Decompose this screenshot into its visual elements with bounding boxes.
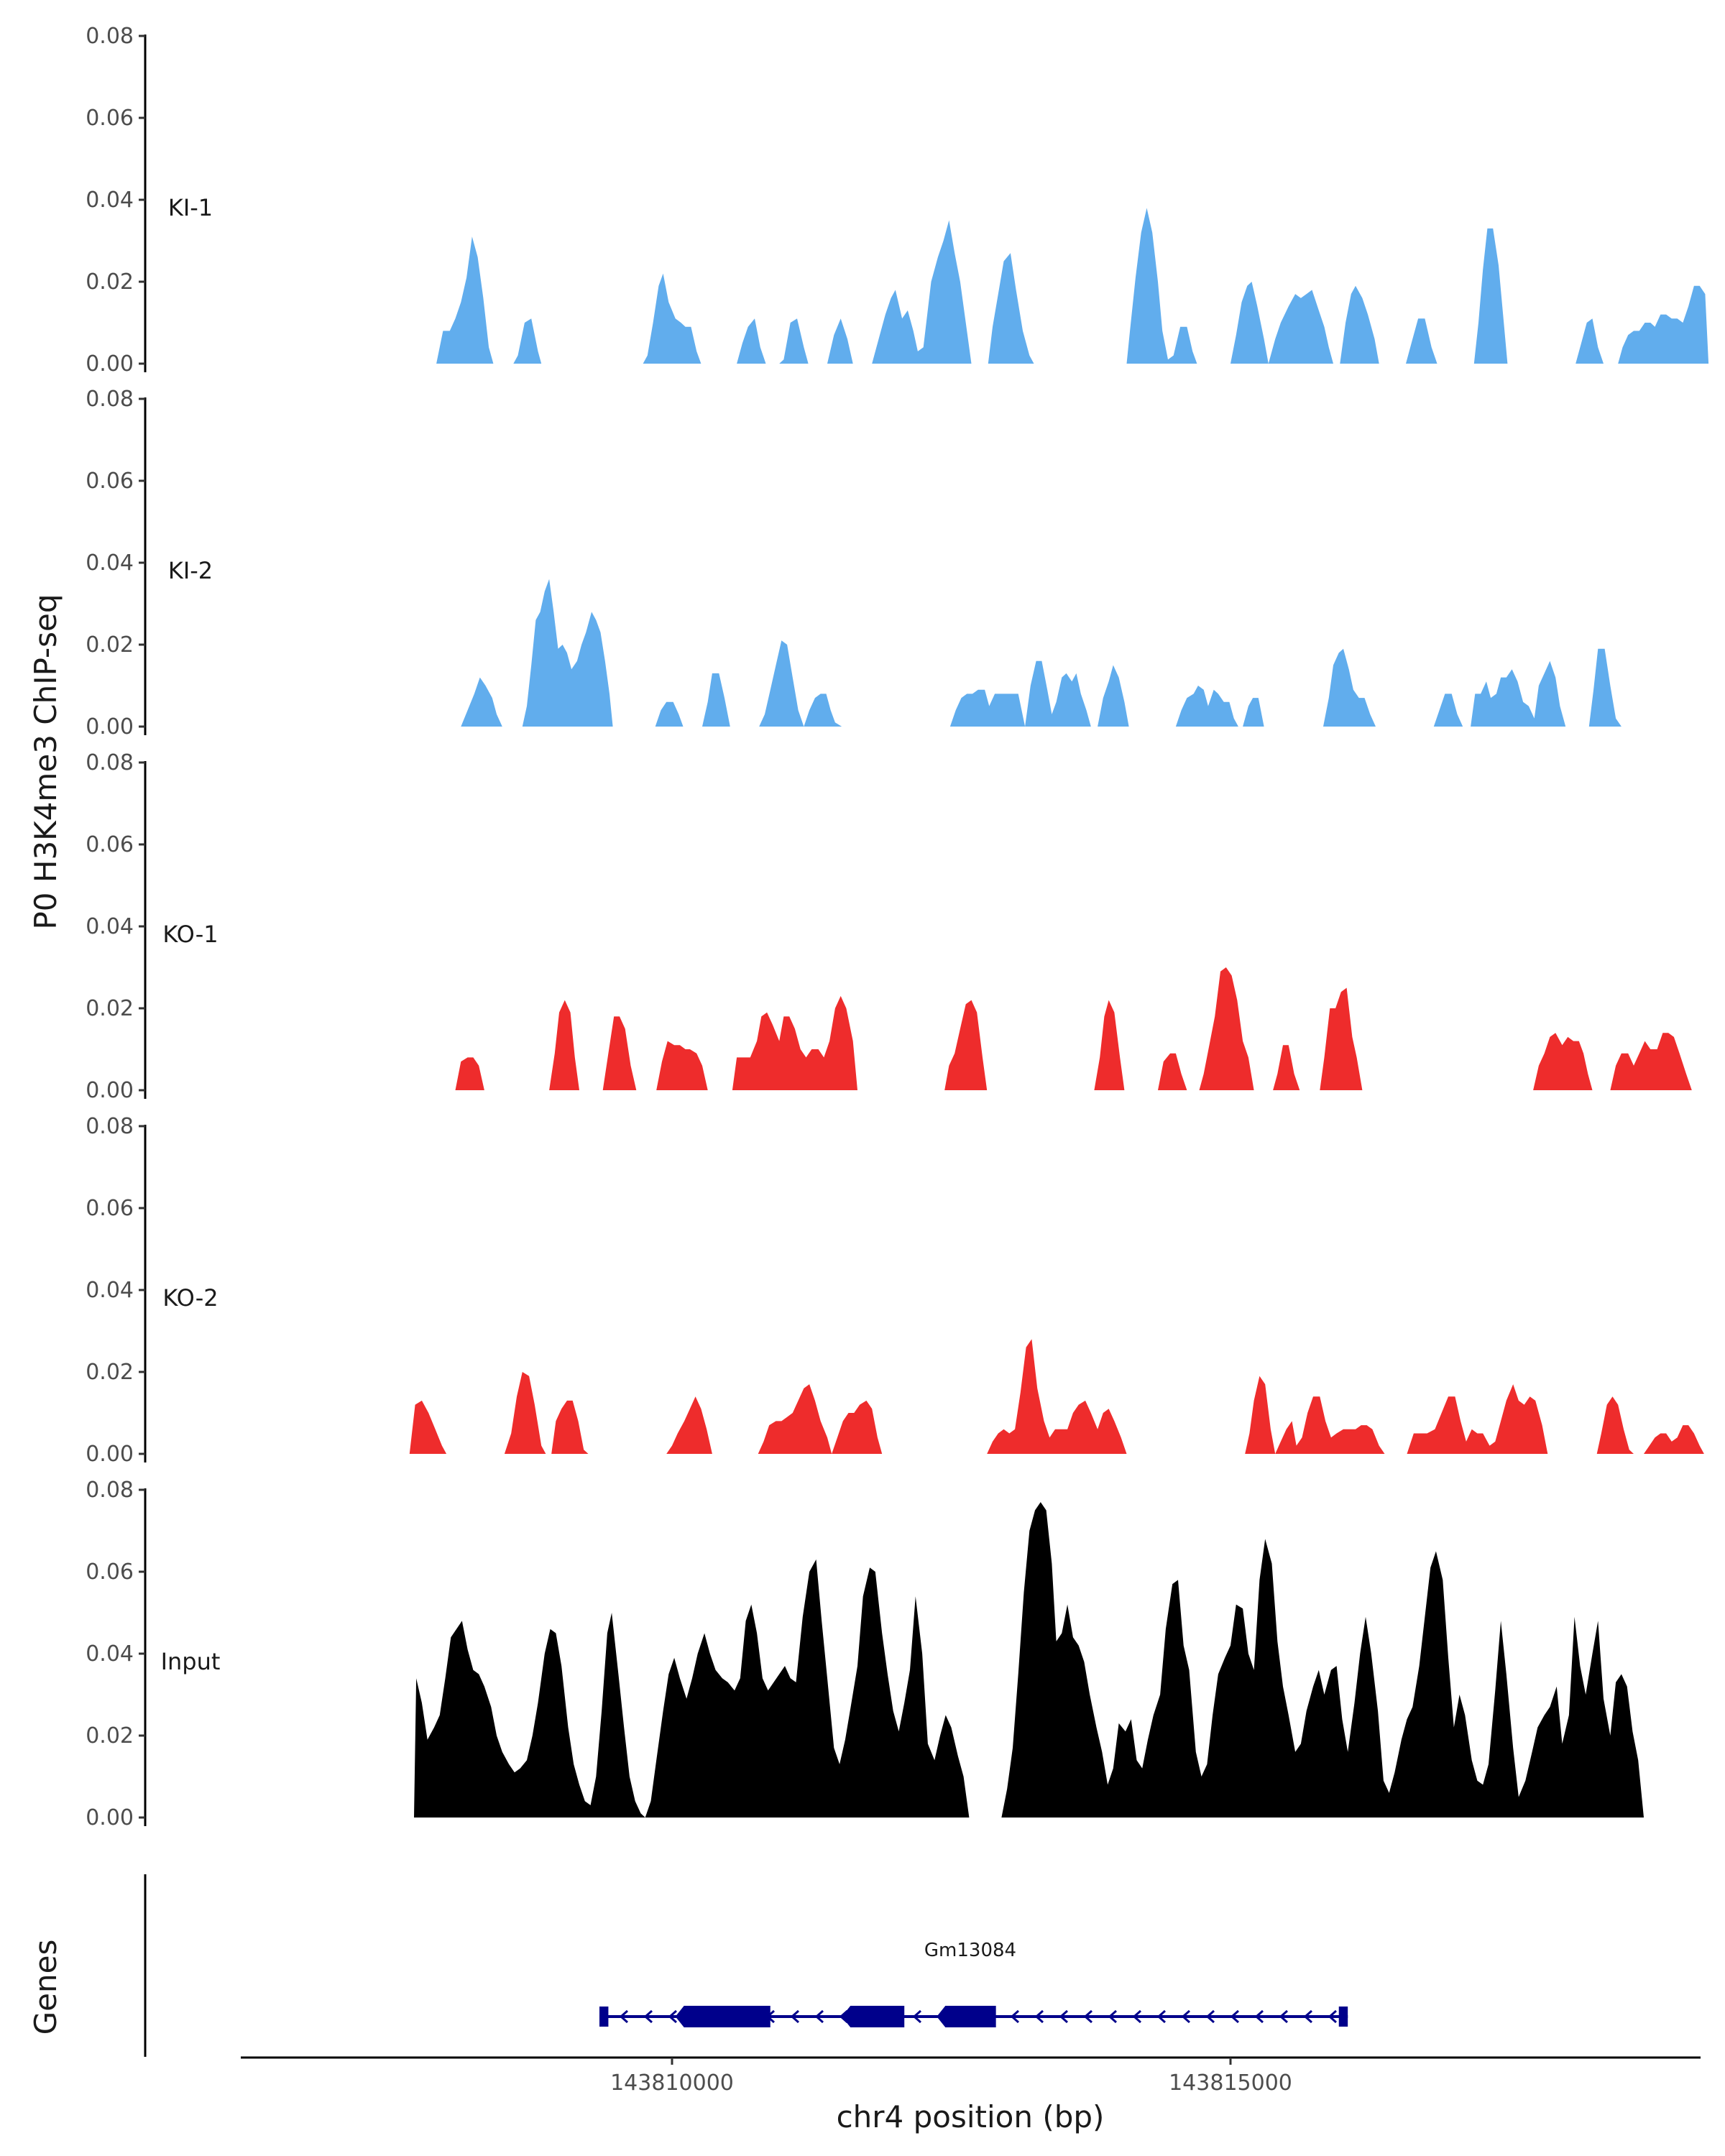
track-label: Input (161, 1648, 221, 1675)
strand-arrow-icon (1254, 2009, 1264, 2024)
strand-arrow-icon (1132, 2009, 1141, 2024)
y-tick-label: 0.08 (86, 750, 134, 775)
strand-arrow-icon (1010, 2009, 1019, 2024)
y-tick-label: 0.06 (86, 106, 134, 131)
gene-exon (675, 2006, 770, 2027)
y-tick-label: 0.00 (86, 1078, 134, 1103)
strand-arrow-icon (1156, 2009, 1166, 2024)
y-tick-label: 0.02 (86, 1723, 134, 1749)
coverage-area-ki-1 (436, 208, 1709, 364)
gene-utr (599, 2007, 609, 2027)
strand-arrow-icon (619, 2009, 628, 2024)
track-ki-2: 0.00 0.02 0.04 0.06 0.08 KI-2 (86, 387, 1622, 740)
y-tick-label: 0.04 (86, 550, 134, 576)
strand-arrow-icon (1108, 2009, 1117, 2024)
y-axis-title: P0 H3K4me3 ChIP-seq (28, 594, 63, 929)
x-tick-label: 143810000 (610, 2070, 734, 2096)
gene-exon (937, 2006, 996, 2027)
strand-arrow-icon (668, 2009, 677, 2024)
y-tick-label: 0.00 (86, 351, 134, 377)
y-tick-label: 0.02 (86, 632, 134, 658)
y-tick-label: 0.08 (86, 1478, 134, 1503)
strand-arrow-icon (1205, 2009, 1215, 2024)
coverage-area-ko-2 (409, 1339, 1704, 1454)
y-tick-label: 0.06 (86, 832, 134, 857)
gene-utr (1338, 2007, 1348, 2027)
y-tick-label: 0.00 (86, 1805, 134, 1830)
gene-name-label: Gm13084 (924, 1940, 1016, 1961)
strand-arrow-icon (643, 2009, 653, 2024)
y-tick-label: 0.02 (86, 996, 134, 1021)
strand-arrow-icon (912, 2009, 921, 2024)
y-tick-label: 0.04 (86, 188, 134, 213)
strand-arrow-icon (790, 2009, 799, 2024)
gene-exon (842, 2006, 905, 2027)
track-ko-1: 0.00 0.02 0.04 0.06 0.08 KO-1 (86, 750, 1692, 1103)
y-tick-label: 0.02 (86, 1360, 134, 1385)
x-axis-title: chr4 position (bp) (837, 2099, 1105, 2134)
track-input: 0.00 0.02 0.04 0.06 0.08 Input (86, 1478, 1644, 1830)
y-tick-label: 0.06 (86, 469, 134, 494)
y-tick-label: 0.02 (86, 270, 134, 295)
strand-arrow-icon (814, 2009, 824, 2024)
y-tick-label: 0.06 (86, 1196, 134, 1221)
x-axis: 143810000 143815000 (241, 2056, 1701, 2096)
genes-axis-title: Genes (28, 1940, 63, 2035)
y-tick-label: 0.08 (86, 387, 134, 412)
strand-arrow-icon (1181, 2009, 1190, 2024)
coverage-area-ki-2 (461, 579, 1622, 727)
track-label: KI-2 (168, 557, 213, 584)
strand-arrow-icon (1034, 2009, 1044, 2024)
coverage-area-ko-1 (455, 967, 1692, 1090)
strand-arrow-icon (1328, 2009, 1337, 2024)
genes-track: Gm13084 (144, 1874, 1348, 2057)
strand-arrow-icon (1083, 2009, 1092, 2024)
y-tick-label: 0.04 (86, 1278, 134, 1303)
y-tick-label: 0.04 (86, 914, 134, 939)
strand-arrow-icon (1303, 2009, 1312, 2024)
track-ki-1: 0.00 0.02 0.04 0.06 0.08 KI-1 (86, 24, 1709, 377)
y-tick-label: 0.08 (86, 1114, 134, 1139)
y-tick-label: 0.04 (86, 1641, 134, 1667)
strand-arrow-icon (1230, 2009, 1239, 2024)
strand-arrow-icon (1279, 2009, 1288, 2024)
y-tick-label: 0.00 (86, 1442, 134, 1467)
track-label: KO-1 (162, 921, 218, 948)
x-tick-label: 143815000 (1169, 2070, 1292, 2096)
y-tick-label: 0.00 (86, 714, 134, 740)
y-tick-label: 0.08 (86, 24, 134, 49)
track-ko-2: 0.00 0.02 0.04 0.06 0.08 KO-2 (86, 1114, 1704, 1467)
track-label: KO-2 (162, 1284, 218, 1312)
coverage-area-input (414, 1502, 1644, 1818)
y-tick-label: 0.06 (86, 1560, 134, 1585)
coverage-tracks: 0.00 0.02 0.04 0.06 0.08 KI-1 0.00 0.02 0.04 0.06… (86, 24, 1709, 1830)
track-label: KI-1 (168, 194, 213, 221)
strand-arrow-icon (1059, 2009, 1068, 2024)
